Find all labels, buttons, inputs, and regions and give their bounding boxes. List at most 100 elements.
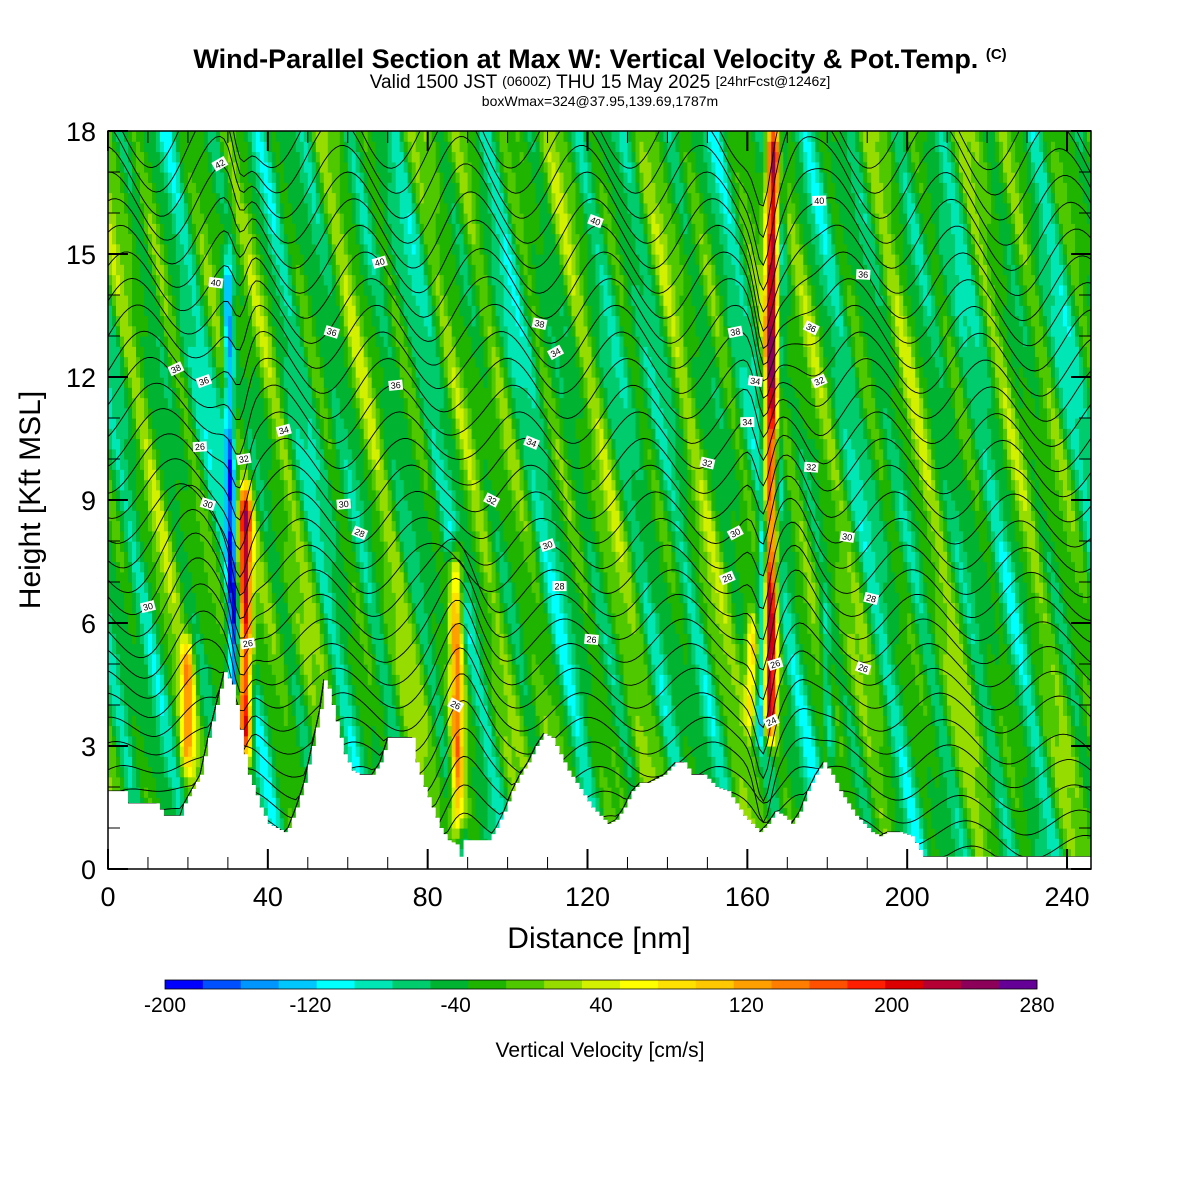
velocity-cell [467, 233, 473, 245]
velocity-cell [199, 213, 205, 235]
velocity-cell [315, 571, 321, 583]
velocity-cell [583, 612, 589, 634]
velocity-cell [351, 489, 357, 522]
velocity-cell [439, 756, 445, 778]
velocity-cell [140, 223, 145, 286]
velocity-cell [243, 274, 249, 296]
velocity-cell [903, 571, 908, 716]
velocity-cell [747, 274, 752, 286]
velocity-cell [207, 510, 213, 532]
velocity-cell [247, 295, 253, 317]
velocity-cell [343, 428, 349, 460]
velocity-cell [159, 551, 165, 573]
velocity-cell [947, 336, 952, 368]
velocity-cell [603, 387, 609, 409]
velocity-cell [363, 336, 369, 358]
velocity-cell [543, 602, 549, 614]
velocity-cell [531, 151, 537, 183]
velocity-cell [435, 623, 441, 665]
velocity-cell [463, 602, 469, 624]
velocity-cell [315, 161, 321, 173]
velocity-cell [679, 551, 684, 583]
velocity-cell [899, 284, 904, 296]
velocity-cell [651, 428, 656, 450]
velocity-cell [675, 213, 680, 245]
velocity-cell [347, 633, 353, 665]
velocity-cell [823, 602, 828, 634]
velocity-cell [203, 151, 209, 224]
velocity-cell [631, 284, 637, 306]
velocity-cell [943, 336, 948, 358]
velocity-cell [156, 694, 161, 716]
velocity-cell [435, 448, 441, 491]
velocity-cell [387, 489, 393, 511]
velocity-cell [271, 233, 277, 255]
velocity-cell [663, 131, 668, 142]
velocity-cell [108, 305, 113, 388]
velocity-cell [671, 131, 676, 183]
velocity-cell [563, 438, 569, 460]
velocity-cell [599, 151, 605, 183]
velocity-cell [112, 469, 117, 491]
velocity-cell [535, 295, 541, 327]
velocity-cell [647, 356, 653, 388]
velocity-cell [251, 469, 257, 481]
velocity-cell [727, 746, 732, 768]
velocity-cell [287, 254, 293, 276]
velocity-cell [899, 469, 904, 491]
velocity-cell [683, 213, 688, 235]
velocity-cell [615, 571, 621, 634]
velocity-cell [459, 787, 465, 798]
velocity-cell [203, 295, 209, 317]
velocity-cell [303, 131, 309, 142]
velocity-cell [163, 172, 169, 194]
velocity-cell [531, 141, 537, 153]
velocity-cell [719, 387, 724, 409]
velocity-cell [183, 489, 189, 552]
velocity-cell [599, 459, 605, 491]
velocity-cell [643, 643, 649, 665]
velocity-cell [879, 612, 884, 655]
velocity-cell [575, 336, 581, 347]
velocity-cell [559, 254, 565, 265]
velocity-cell [259, 797, 265, 809]
velocity-cell [727, 582, 732, 593]
velocity-cell [227, 131, 233, 142]
velocity-cell [363, 151, 369, 173]
velocity-cell [559, 684, 565, 706]
velocity-cell [959, 387, 964, 440]
velocity-cell [607, 510, 613, 532]
velocity-cell [443, 356, 449, 378]
velocity-cell [239, 264, 245, 296]
utc-time: (0600Z) [502, 73, 552, 89]
velocity-cell [343, 459, 349, 470]
velocity-cell [571, 715, 577, 737]
velocity-cell [399, 325, 405, 378]
velocity-cell [124, 407, 129, 440]
velocity-cell [399, 479, 405, 542]
velocity-cell [483, 182, 489, 255]
velocity-cell [923, 510, 928, 583]
velocity-cell [371, 131, 377, 142]
velocity-cell [291, 643, 297, 675]
velocity-cell [175, 571, 181, 593]
velocity-cell [915, 192, 920, 214]
velocity-cell [871, 643, 876, 655]
velocity-cell [807, 479, 812, 511]
velocity-cell [215, 213, 221, 286]
velocity-cell [487, 305, 493, 327]
velocity-cell [767, 387, 772, 409]
velocity-cell [775, 623, 780, 686]
velocity-cell [695, 428, 700, 440]
velocity-cell [187, 746, 193, 757]
velocity-cell [691, 664, 696, 757]
velocity-cell [631, 151, 637, 163]
velocity-cell [799, 141, 804, 163]
velocity-cell [595, 551, 601, 573]
velocity-cell [319, 213, 325, 276]
velocity-cell [167, 530, 173, 542]
velocity-cell [519, 705, 525, 716]
velocity-cell [683, 346, 688, 368]
velocity-cell [919, 459, 924, 481]
velocity-cell [731, 213, 736, 265]
